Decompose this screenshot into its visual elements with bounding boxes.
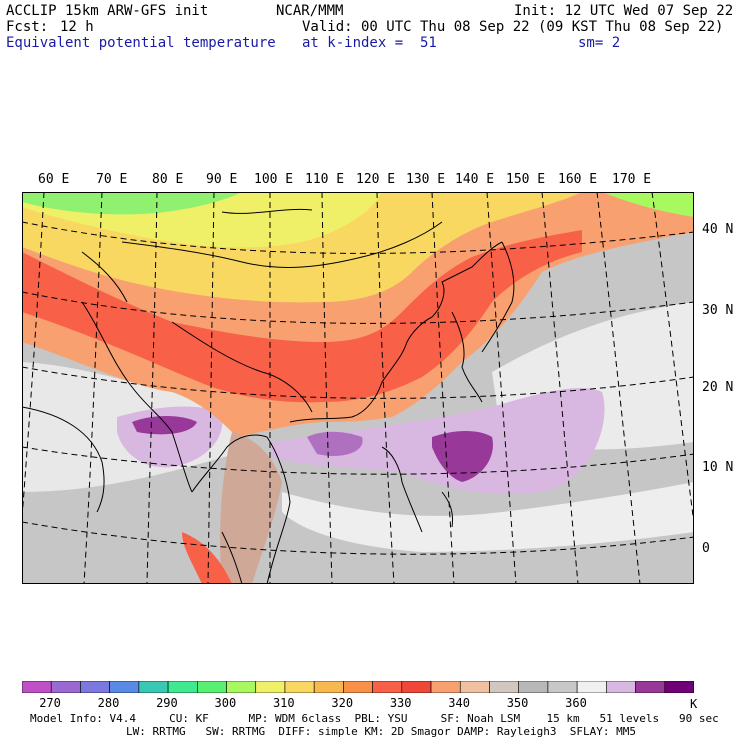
colorbar-swatch <box>284 681 315 693</box>
colorbar-swatch <box>50 681 81 693</box>
colorbar-swatch <box>576 681 607 693</box>
colorbar-swatch <box>401 681 432 693</box>
lat-label: 30 N <box>702 303 734 318</box>
colorbar-swatch <box>343 681 373 693</box>
field-light-south <box>282 482 694 552</box>
theta-e-map <box>22 192 694 584</box>
field-green-northeast <box>602 192 694 217</box>
field-red-belt <box>22 230 582 403</box>
colorbar-label: 360 <box>565 696 587 710</box>
field-purple-bengal <box>132 416 197 435</box>
colorbar-swatch <box>430 681 461 693</box>
k-index: at k-index = 51 <box>302 35 437 51</box>
colorbar-label: 350 <box>506 696 529 710</box>
lon-label: 90 E <box>206 172 238 187</box>
colorbar-unit: K <box>690 697 698 711</box>
colorbar-swatch <box>372 681 403 693</box>
colorbar-swatch <box>109 681 140 693</box>
colorbar-swatch <box>80 681 110 693</box>
lat-label: 0 <box>702 541 710 556</box>
colorbar-swatch <box>459 681 490 693</box>
colorbar-swatch <box>226 681 257 693</box>
field-name: Equivalent potential temperature <box>6 35 276 51</box>
colorbar-label: 300 <box>214 696 237 710</box>
field-green-northwest <box>22 192 242 215</box>
lon-label: 60 E <box>38 172 70 187</box>
map-frame <box>22 192 694 584</box>
lat-label: 20 N <box>702 380 734 395</box>
lon-label: 120 E <box>356 172 396 187</box>
field-purple-scs <box>307 431 363 457</box>
lon-label: 70 E <box>96 172 128 187</box>
colorbar-swatch <box>197 681 227 693</box>
colorbar-swatch <box>22 681 52 693</box>
colorbar-label: 320 <box>331 696 354 710</box>
smoothing: sm= 2 <box>578 35 621 51</box>
fcst-value: 12 h <box>60 19 94 35</box>
lon-label: 140 E <box>455 172 495 187</box>
colorbar-swatch <box>606 681 636 693</box>
lon-label: 170 E <box>612 172 652 187</box>
lon-label: 160 E <box>558 172 598 187</box>
colorbar-label: 290 <box>156 696 178 710</box>
colorbar-swatch <box>167 681 198 693</box>
country-borders <box>81 208 443 413</box>
title-center: NCAR/MMM <box>276 3 344 19</box>
colorbar-label: 340 <box>448 696 470 710</box>
colorbar-swatch <box>635 681 666 693</box>
colorbar-label: 280 <box>97 696 120 710</box>
colorbar-swatch <box>138 681 169 693</box>
colorbar-label: 310 <box>272 696 295 710</box>
field-purple-philippine-sea <box>432 430 493 482</box>
colorbar-swatch <box>489 681 519 693</box>
fcst-label: Fcst: <box>6 19 49 35</box>
colorbar <box>22 681 694 693</box>
colorbar-swatch <box>547 681 578 693</box>
colorbar-label: 330 <box>389 696 412 710</box>
init-time: Init: 12 UTC Wed 07 Sep 22 <box>514 3 734 19</box>
colorbar-swatch <box>664 681 694 693</box>
footer-model-info: Model Info: V4.4 CU: KF MP: WDM 6class P… <box>30 712 719 725</box>
graticule <box>22 192 694 584</box>
colorbar-swatch <box>518 681 549 693</box>
colorbar-swatch <box>313 681 344 693</box>
lat-label: 40 N <box>702 222 734 237</box>
coastlines <box>22 241 515 584</box>
lon-label: 100 E <box>254 172 294 187</box>
colorbar-swatch <box>255 681 286 693</box>
valid-time: Valid: 00 UTC Thu 08 Sep 22 (09 KST Thu … <box>302 19 724 35</box>
footer-physics: LW: RRTMG SW: RRTMG DIFF: simple KM: 2D … <box>126 725 636 738</box>
title-model: ACCLIP 15km ARW-GFS init <box>6 3 209 19</box>
lon-label: 150 E <box>506 172 546 187</box>
lon-label: 110 E <box>305 172 345 187</box>
lon-label: 130 E <box>406 172 446 187</box>
lon-label: 80 E <box>152 172 184 187</box>
lat-label: 10 N <box>702 460 734 475</box>
colorbar-label: 270 <box>39 696 61 710</box>
